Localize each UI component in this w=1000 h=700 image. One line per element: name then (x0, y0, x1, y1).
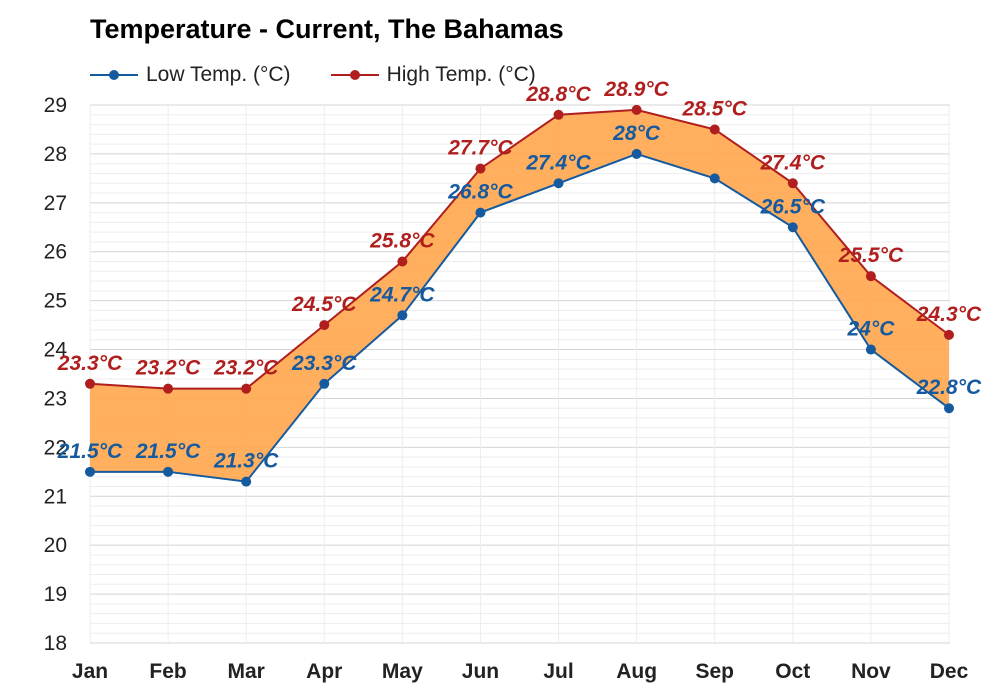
high-label-sep: 28.5°C (682, 97, 748, 120)
x-tick-label-feb: Feb (149, 660, 186, 683)
high-label-mar: 23.2°C (213, 357, 279, 380)
low-point-dec (944, 403, 954, 414)
high-point-sep (709, 124, 720, 135)
y-tick-label: 23 (44, 387, 67, 410)
y-tick-label: 21 (44, 485, 67, 508)
x-tick-label-apr: Apr (306, 660, 342, 683)
high-label-nov: 25.5°C (838, 244, 904, 267)
low-label-dec: 22.8°C (916, 376, 982, 399)
data-points-layer (85, 104, 954, 487)
high-point-aug (631, 104, 642, 115)
high-point-apr (319, 320, 330, 331)
high-point-mar (241, 383, 252, 394)
x-tick-label-dec: Dec (930, 660, 969, 683)
low-label-jul: 27.4°C (525, 151, 591, 174)
legend-swatch-high (330, 70, 379, 80)
low-label-oct: 26.5°C (760, 195, 826, 218)
low-point-apr (319, 378, 330, 389)
high-temp-line (89, 108, 950, 390)
range-area-layer (90, 109, 949, 482)
high-point-feb (163, 383, 174, 394)
y-tick-label: 18 (44, 632, 67, 655)
low-point-may (397, 310, 408, 321)
x-tick-label-may: May (382, 660, 423, 683)
high-point-oct (787, 178, 798, 189)
x-tick-label-jan: Jan (72, 660, 108, 683)
low-point-sep (709, 173, 720, 184)
low-point-aug (631, 148, 642, 159)
x-tick-label-sep: Sep (695, 660, 734, 683)
x-tick-label-jun: Jun (462, 660, 499, 683)
low-label-may: 24.7°C (369, 283, 435, 306)
y-tick-label: 20 (44, 534, 67, 557)
y-tick-label: 24 (44, 339, 68, 362)
y-tick-label: 25 (44, 290, 67, 313)
y-axis-ticks: 18 19 20 21 22 23 24 25 26 27 28 29 (44, 94, 68, 655)
legend: Low Temp. (°C) High Temp. (°C) (90, 60, 576, 90)
high-point-dec (944, 329, 954, 340)
low-temp-line (90, 152, 950, 483)
legend-label-low: Low Temp. (°C) (146, 63, 291, 86)
high-label-apr: 24.5°C (291, 293, 357, 316)
high-point-nov (865, 271, 876, 282)
series-lines-layer (89, 108, 950, 483)
legend-item-high[interactable]: High Temp. (°C) (330, 63, 536, 87)
high-point-jan (85, 378, 95, 389)
low-label-jan: 21.5°C (57, 440, 123, 463)
high-point-jul (553, 109, 564, 120)
high-label-may: 25.8°C (369, 230, 435, 253)
x-tick-label-mar: Mar (228, 660, 265, 683)
data-labels-layer: 21.5°C 21.5°C 21.3°C 23.3°C 24.7°C 26.8°C 27.4… (57, 78, 982, 473)
y-tick-label: 29 (44, 94, 67, 117)
y-tick-label: 22 (44, 436, 67, 459)
high-label-dec: 24.3°C (916, 303, 982, 326)
high-point-jun (475, 163, 486, 174)
high-label-oct: 27.4°C (760, 151, 826, 174)
low-label-apr: 23.3°C (291, 352, 357, 375)
x-tick-label-aug: Aug (616, 660, 657, 683)
x-tick-label-oct: Oct (775, 660, 810, 683)
high-label-jul: 28.8°C (525, 83, 591, 106)
y-tick-label: 19 (44, 583, 67, 606)
x-tick-label-jul: Jul (543, 660, 573, 683)
legend-item-low[interactable]: Low Temp. (°C) (90, 63, 291, 87)
low-label-jun: 26.8°C (447, 181, 513, 204)
legend-swatch-low (90, 70, 138, 80)
high-label-jun: 27.7°C (447, 137, 513, 160)
y-tick-label: 27 (44, 192, 67, 215)
low-label-aug: 28°C (612, 122, 661, 145)
low-label-nov: 24°C (846, 318, 895, 341)
legend-label-high: High Temp. (°C) (386, 63, 536, 86)
y-tick-label: 26 (44, 241, 67, 264)
low-point-jul (553, 178, 564, 189)
low-label-mar: 21.3°C (213, 450, 279, 473)
chart-title: Temperature - Current, The Bahamas (90, 14, 564, 44)
high-label-aug: 28.9°C (603, 78, 669, 101)
x-tick-label-nov: Nov (851, 660, 891, 683)
x-axis-ticks: Jan Feb Mar Apr May Jun Jul Aug Sep Oct Nov Dec (72, 660, 969, 683)
low-label-feb: 21.5°C (135, 440, 201, 463)
range-area (90, 109, 949, 482)
high-label-jan: 23.3°C (57, 352, 123, 375)
low-point-feb (163, 466, 174, 477)
low-point-nov (865, 344, 876, 355)
low-point-jun (475, 207, 486, 218)
low-point-mar (241, 476, 252, 487)
high-label-feb: 23.2°C (135, 357, 201, 380)
high-point-may (397, 256, 408, 267)
low-point-oct (787, 222, 798, 233)
low-point-jan (85, 466, 95, 477)
y-tick-label: 28 (44, 143, 67, 166)
